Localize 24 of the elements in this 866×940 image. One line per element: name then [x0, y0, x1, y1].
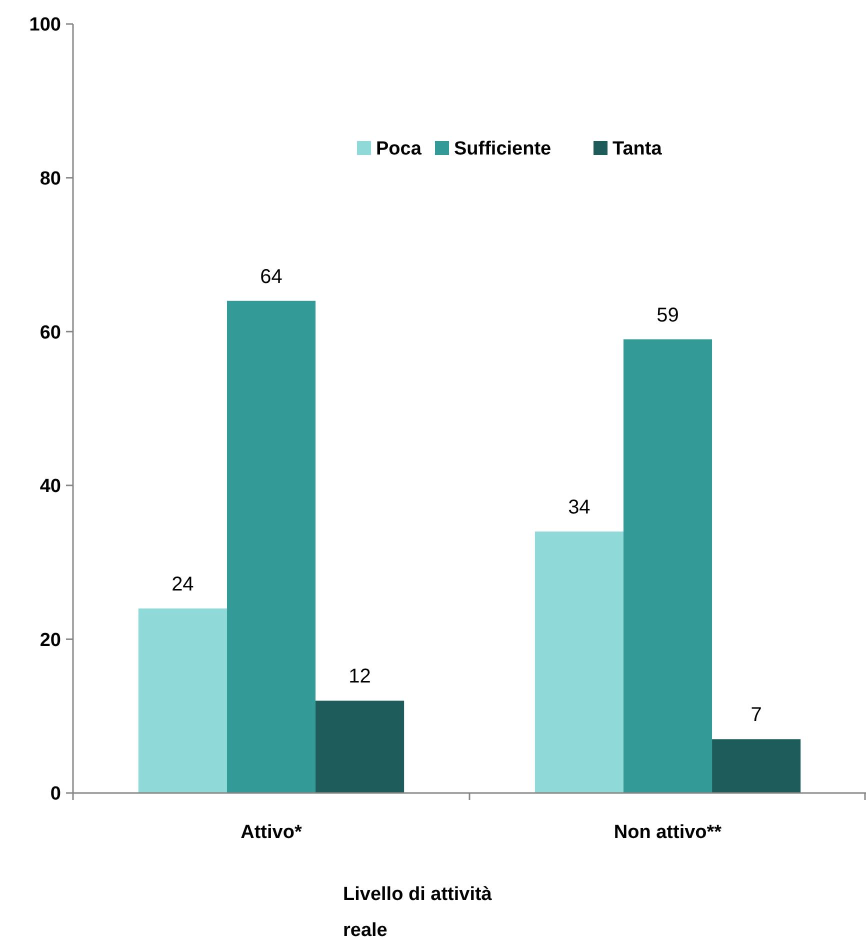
- y-tick-label: 0: [50, 784, 61, 805]
- bar: [534, 532, 624, 793]
- data-label: 34: [568, 496, 590, 519]
- legend-label: Poca: [376, 138, 422, 160]
- bar: [712, 739, 801, 793]
- y-tick-label: 100: [29, 14, 61, 36]
- x-axis-title: Livello di attività reale: [343, 884, 492, 940]
- x-tick-label: Non attivo**: [614, 822, 722, 843]
- data-label: 24: [172, 573, 194, 596]
- data-label: 59: [656, 304, 679, 326]
- y-tick-label: 20: [40, 630, 61, 651]
- data-label: 7: [750, 704, 762, 726]
- y-tick-label: 40: [40, 476, 61, 498]
- legend-label: Tanta: [612, 138, 662, 160]
- data-label: 12: [348, 666, 371, 688]
- y-tick-label: 80: [40, 168, 61, 190]
- legend-label: Sufficiente: [454, 138, 552, 160]
- y-tick-label: 60: [40, 322, 61, 344]
- bar: [316, 700, 404, 793]
- x-tick-label: Attivo*: [240, 822, 302, 843]
- bar: [623, 339, 712, 793]
- bar: [138, 608, 227, 793]
- bar: [226, 300, 316, 793]
- data-label: 64: [260, 266, 282, 288]
